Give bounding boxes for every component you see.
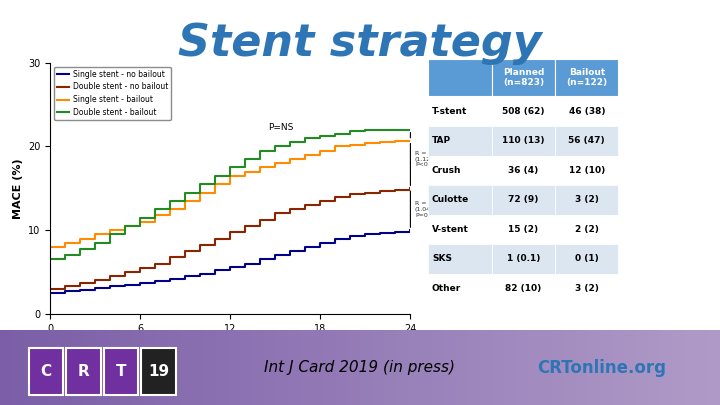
Single stent - no bailout bbox=[91, 286, 99, 290]
Double stent - no bailout bbox=[331, 194, 340, 199]
Single stent - bailout bbox=[91, 232, 99, 237]
Single stent - bailout bbox=[331, 144, 340, 149]
Double stent - bailout bbox=[121, 224, 130, 228]
Double stent - bailout bbox=[61, 253, 70, 258]
Double stent - no bailout bbox=[121, 270, 130, 275]
Double stent - no bailout bbox=[286, 207, 294, 212]
Single stent - bailout bbox=[211, 182, 220, 187]
Double stent - no bailout bbox=[256, 218, 265, 223]
Text: P=NS: P=NS bbox=[268, 123, 293, 132]
Single stent - no bailout bbox=[301, 245, 310, 249]
Double stent - bailout bbox=[361, 127, 370, 132]
Double stent - no bailout bbox=[271, 211, 279, 216]
Text: Stent strategy: Stent strategy bbox=[178, 22, 542, 65]
Single stent - no bailout bbox=[241, 261, 250, 266]
Double stent - bailout bbox=[106, 232, 114, 237]
Double stent - bailout bbox=[76, 246, 85, 251]
Double stent - bailout bbox=[286, 140, 294, 145]
Double stent - no bailout bbox=[211, 236, 220, 241]
Single stent - no bailout bbox=[151, 279, 160, 284]
Single stent - no bailout bbox=[271, 253, 279, 258]
Single stent - no bailout bbox=[196, 271, 204, 276]
Single stent - no bailout bbox=[181, 274, 190, 279]
Text: 1 (0.1): 1 (0.1) bbox=[507, 254, 540, 264]
Double stent - no bailout bbox=[406, 186, 415, 191]
Single stent - no bailout bbox=[331, 236, 340, 241]
Text: C: C bbox=[40, 364, 52, 379]
Single stent - bailout bbox=[376, 140, 384, 145]
Double stent - bailout bbox=[346, 129, 355, 134]
Single stent - no bailout bbox=[256, 257, 265, 262]
Double stent - bailout bbox=[391, 127, 400, 132]
Text: 2.55
(1.65-4.20)
P<0.01: 2.55 (1.65-4.20) P<0.01 bbox=[463, 130, 498, 146]
Single stent - bailout bbox=[226, 173, 235, 178]
Line: Double stent - bailout: Double stent - bailout bbox=[50, 130, 410, 260]
Double stent - no bailout bbox=[301, 202, 310, 207]
Double stent - bailout bbox=[301, 136, 310, 141]
Text: 3 (2): 3 (2) bbox=[575, 284, 599, 293]
Legend: Single stent - no bailout, Double stent - no bailout, Single stent - bailout, Do: Single stent - no bailout, Double stent … bbox=[54, 66, 171, 120]
Single stent - no bailout bbox=[406, 228, 415, 232]
Y-axis label: MACE (%): MACE (%) bbox=[13, 158, 23, 219]
Text: SKS: SKS bbox=[432, 254, 452, 264]
Line: Single stent - bailout: Single stent - bailout bbox=[50, 141, 410, 247]
Double stent - no bailout bbox=[151, 261, 160, 266]
Text: T: T bbox=[116, 364, 126, 379]
Double stent - bailout bbox=[376, 127, 384, 132]
Single stent - no bailout bbox=[286, 249, 294, 254]
Double stent - bailout bbox=[166, 198, 175, 203]
Single stent - bailout bbox=[196, 190, 204, 195]
Double stent - bailout bbox=[406, 127, 415, 132]
Text: Other: Other bbox=[432, 284, 462, 293]
Double stent - no bailout bbox=[166, 254, 175, 259]
Line: Double stent - no bailout: Double stent - no bailout bbox=[50, 188, 410, 289]
Single stent - bailout bbox=[121, 224, 130, 228]
Double stent - bailout bbox=[271, 144, 279, 149]
Text: Culotte: Culotte bbox=[432, 195, 469, 205]
Single stent - no bailout bbox=[166, 276, 175, 281]
Single stent - no bailout bbox=[121, 282, 130, 287]
X-axis label: Time (months): Time (months) bbox=[185, 339, 276, 349]
Single stent - bailout bbox=[286, 157, 294, 162]
Text: 3 (2): 3 (2) bbox=[575, 195, 599, 205]
Double stent - bailout bbox=[91, 240, 99, 245]
Double stent - no bailout bbox=[196, 243, 204, 248]
Single stent - bailout bbox=[256, 165, 265, 170]
Text: V-stent: V-stent bbox=[432, 225, 469, 234]
Double stent - no bailout bbox=[136, 265, 145, 270]
Double stent - bailout bbox=[211, 173, 220, 178]
Text: R = 1.93
(1.12-2.99)
P<0.01: R = 1.93 (1.12-2.99) P<0.01 bbox=[415, 151, 450, 167]
Line: Single stent - no bailout: Single stent - no bailout bbox=[50, 230, 410, 293]
Double stent - bailout bbox=[241, 157, 250, 162]
Single stent - bailout bbox=[301, 152, 310, 157]
Text: CRTonline.org: CRTonline.org bbox=[536, 358, 666, 377]
Single stent - no bailout bbox=[391, 229, 400, 234]
Text: TAP: TAP bbox=[432, 136, 451, 145]
Text: 2 (2): 2 (2) bbox=[575, 225, 599, 234]
Single stent - no bailout bbox=[361, 232, 370, 237]
Text: 46 (38): 46 (38) bbox=[569, 107, 605, 116]
Double stent - no bailout bbox=[181, 249, 190, 254]
Text: 15 (2): 15 (2) bbox=[508, 225, 539, 234]
Double stent - no bailout bbox=[346, 192, 355, 196]
Single stent - bailout bbox=[316, 148, 325, 153]
Single stent - bailout bbox=[151, 213, 160, 217]
Double stent - bailout bbox=[226, 165, 235, 170]
Text: Bailout
(n=122): Bailout (n=122) bbox=[566, 68, 608, 87]
Single stent - bailout bbox=[46, 245, 55, 249]
Single stent - no bailout bbox=[226, 264, 235, 269]
Single stent - no bailout bbox=[46, 290, 55, 295]
Single stent - bailout bbox=[391, 139, 400, 144]
Text: 0 (1): 0 (1) bbox=[575, 254, 598, 264]
Double stent - no bailout bbox=[376, 188, 384, 193]
Double stent - no bailout bbox=[316, 198, 325, 203]
Single stent - bailout bbox=[106, 228, 114, 232]
Single stent - bailout bbox=[361, 141, 370, 145]
Single stent - bailout bbox=[61, 240, 70, 245]
Single stent - bailout bbox=[271, 161, 279, 166]
Text: Int J Card 2019 (in press): Int J Card 2019 (in press) bbox=[264, 360, 456, 375]
Single stent - bailout bbox=[406, 138, 415, 143]
Single stent - no bailout bbox=[376, 230, 384, 235]
Text: 56 (47): 56 (47) bbox=[569, 136, 605, 145]
Single stent - no bailout bbox=[61, 289, 70, 294]
